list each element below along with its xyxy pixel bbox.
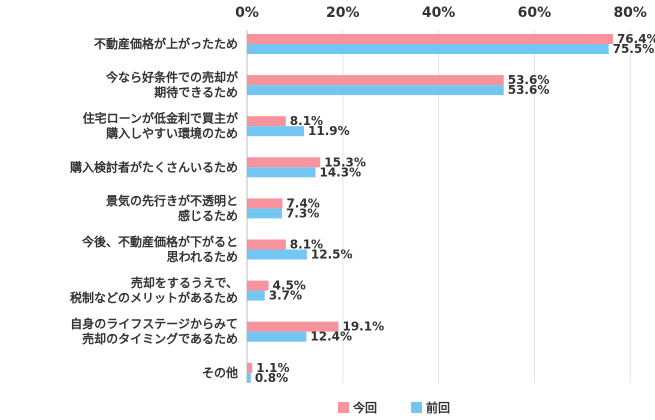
bar-current [247, 34, 613, 44]
bar-previous [247, 290, 265, 301]
bar-current [247, 157, 321, 168]
value-label: 12.4% [310, 330, 352, 344]
value-label: 76.4% [617, 32, 655, 46]
bar-previous [247, 372, 251, 383]
value-label: 53.6% [508, 83, 550, 97]
bar-current [247, 239, 286, 250]
value-labels: 76.4% 53.6% 8.1% 15.3% 7.4% 8.1% 4.5% 19.1% 1.1%… [255, 32, 655, 385]
x-tick-label: 80% [613, 5, 647, 21]
category-label: 景気の先行きが不透明と感じるため [106, 193, 238, 223]
legend-label: 前回 [426, 400, 450, 415]
value-label: 19.1% [342, 320, 384, 334]
category-label: 今後、不動産価格が下がると思われるため [81, 234, 238, 264]
bar-current [247, 362, 253, 373]
bar-previous [247, 167, 316, 178]
value-label: 7.3% [286, 206, 319, 220]
value-label: 3.7% [269, 289, 302, 303]
x-tick-label: 40% [422, 5, 456, 21]
category-label: その他 [202, 365, 238, 380]
category-label: 今なら好条件での売却が期待できるため [105, 70, 238, 100]
value-label: 0.8% [255, 371, 288, 385]
legend-label: 今回 [352, 400, 377, 415]
bar-current [247, 321, 339, 332]
x-tick-label: 20% [326, 5, 360, 21]
bar-previous [247, 331, 307, 342]
category-label: 購入検討者がたくさんいるため [69, 159, 238, 174]
x-axis-ticks: 0% 20% 40% 60% 80% [235, 5, 647, 21]
value-label: 11.9% [308, 124, 350, 138]
legend-item-previous: 前回 [411, 400, 450, 415]
legend-swatch [338, 402, 349, 413]
bar-current [247, 116, 286, 127]
x-tick-label: 0% [235, 5, 259, 21]
value-label: 1.1% [256, 361, 289, 375]
value-label: 14.3% [319, 165, 361, 179]
legend-swatch [411, 402, 422, 413]
bar-current [247, 198, 283, 209]
value-label: 8.1% [290, 238, 323, 252]
legend: 今回 前回 [338, 400, 450, 415]
bar-previous [247, 44, 609, 54]
category-labels: 不動産価格が上がったため今なら好条件での売却が期待できるため住宅ローンが低金利で… [69, 36, 238, 380]
value-label: 7.4% [286, 196, 319, 210]
category-label: 不動産価格が上がったため [94, 36, 238, 51]
bar-previous [247, 85, 504, 96]
category-label: 自身のライフステージからみて売却のタイミングであるため [70, 316, 238, 346]
bars [247, 34, 613, 383]
bar-previous [247, 249, 307, 260]
value-label: 15.3% [324, 155, 366, 169]
bar-previous [247, 126, 305, 137]
legend-item-current: 今回 [338, 400, 377, 415]
value-label: 4.5% [273, 279, 306, 293]
bar-current [247, 280, 269, 291]
value-label: 8.1% [290, 114, 323, 128]
category-label: 住宅ローンが低金利で買主が購入しやすい環境のため [83, 111, 238, 141]
value-label: 75.5% [613, 42, 655, 56]
value-label: 53.6% [508, 73, 550, 87]
bar-current [247, 75, 504, 86]
bar-previous [247, 208, 282, 219]
category-label: 売却をするうえで、税制などのメリットがあるため [70, 275, 238, 305]
x-tick-label: 60% [518, 5, 552, 21]
value-label: 12.5% [311, 248, 353, 262]
